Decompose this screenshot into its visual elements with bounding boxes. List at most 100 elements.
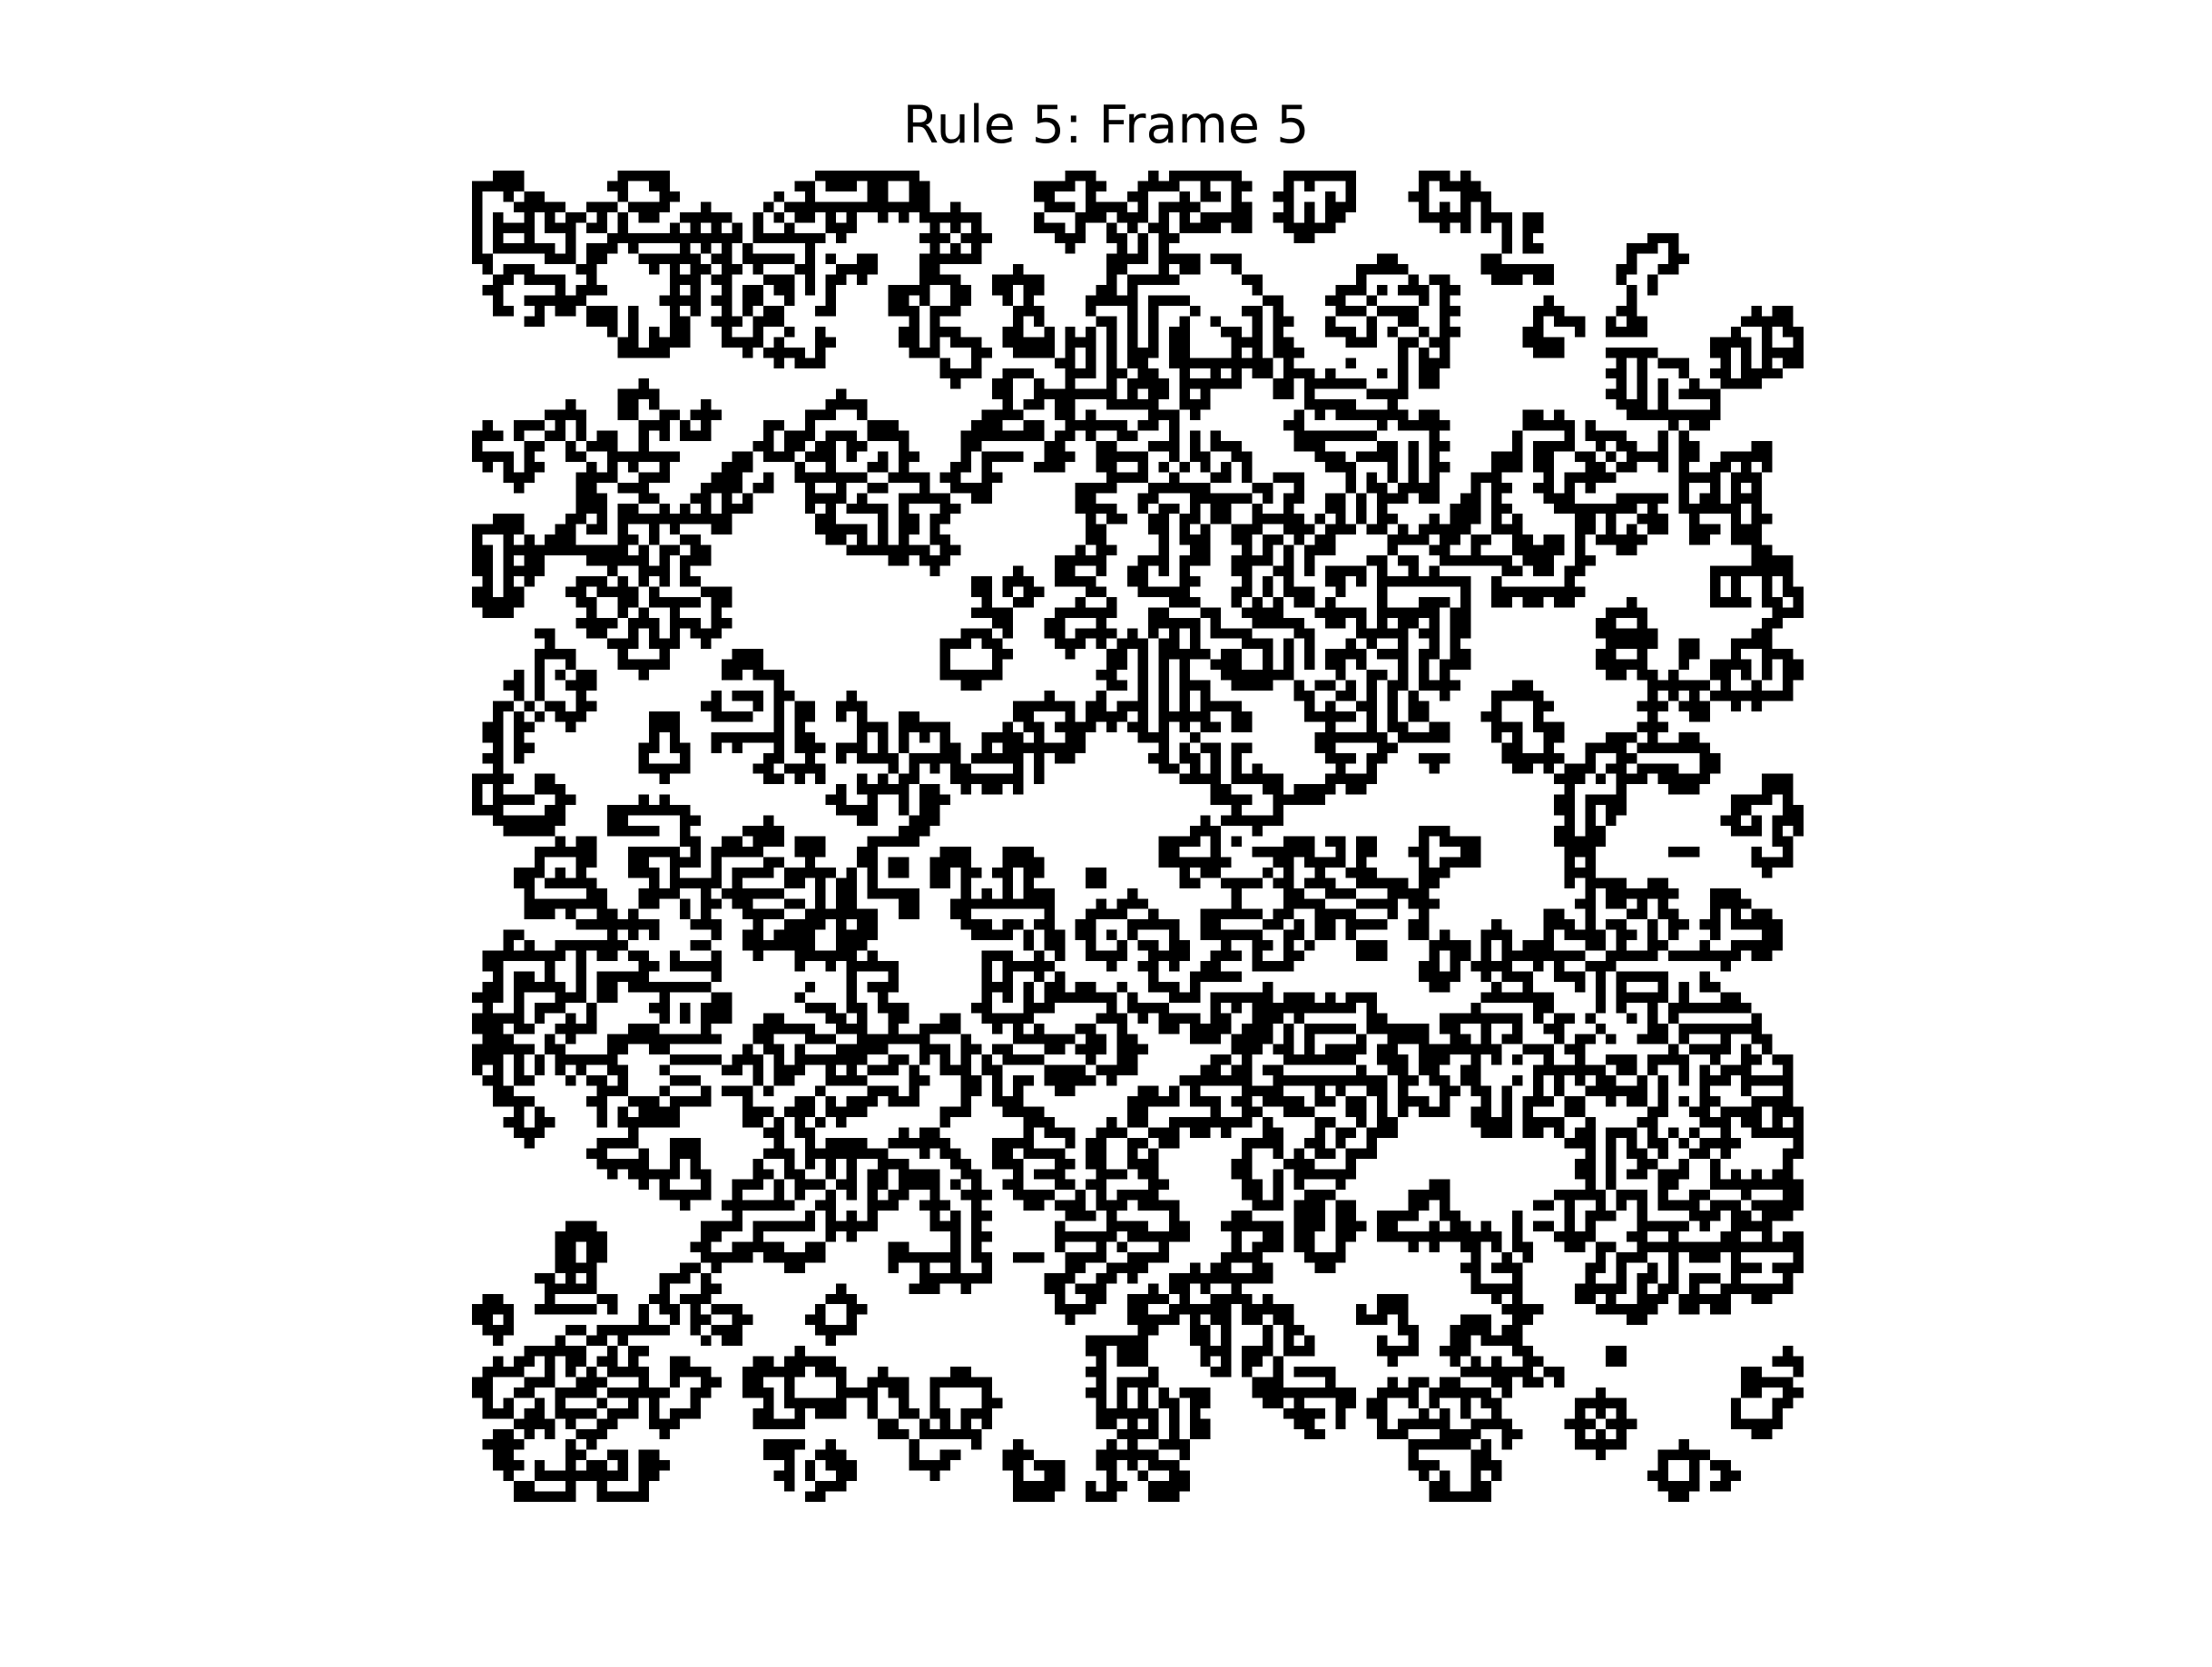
live-cell-run [804, 191, 816, 202]
live-cell-run [1439, 1428, 1481, 1440]
live-cell-run [1147, 617, 1201, 629]
live-cell-run [1044, 1470, 1066, 1482]
live-cell-run [815, 171, 919, 181]
live-cell-run [1595, 773, 1607, 785]
live-cell-run [1522, 409, 1544, 421]
live-cell-run [513, 1127, 546, 1138]
live-cell-run [1522, 1044, 1554, 1055]
live-cell-run [1709, 586, 1721, 597]
live-cell-run [888, 1023, 899, 1035]
live-cell-run [1303, 399, 1357, 410]
live-cell-run [1699, 940, 1710, 951]
live-cell-run [836, 898, 858, 909]
live-cell-run [1450, 514, 1481, 525]
live-cell-run [1366, 316, 1378, 327]
live-cell-run [1242, 1106, 1263, 1117]
live-cell-run [1480, 1034, 1492, 1044]
live-cell-run [1137, 1200, 1180, 1211]
live-cell-run [752, 1169, 774, 1180]
live-cell-run [606, 565, 618, 576]
live-cell-run [1470, 1283, 1523, 1294]
live-cell-run [1127, 358, 1148, 368]
live-cell-run [1543, 472, 1554, 483]
live-cell-run [1772, 1407, 1784, 1419]
live-cell-run [482, 981, 504, 993]
live-cell-run [1418, 670, 1430, 681]
live-cell-run [1106, 514, 1128, 525]
live-cell-run [659, 544, 681, 556]
live-cell-run [690, 264, 712, 275]
live-cell-run [1501, 1096, 1513, 1107]
live-cell-run [1324, 773, 1378, 785]
live-cell-run [1044, 1272, 1076, 1284]
live-cell-run [711, 274, 732, 286]
live-cell-run [1096, 451, 1148, 462]
live-cell-run [606, 1367, 649, 1378]
live-cell-run [1314, 534, 1336, 545]
live-cell-run [1553, 961, 1565, 972]
live-cell-run [1054, 752, 1076, 764]
live-cell-run [638, 742, 660, 753]
live-cell-run [555, 794, 576, 806]
live-cell-run [773, 1470, 795, 1482]
live-cell-run [1106, 659, 1128, 671]
live-cell-run [773, 1064, 805, 1076]
live-cell-run [1439, 1346, 1471, 1357]
live-cell-run [534, 846, 597, 858]
live-cell-run [1751, 1169, 1763, 1180]
live-cell-run [1574, 555, 1596, 566]
live-cell-run [1657, 1449, 1710, 1461]
live-cell-run [711, 857, 723, 868]
live-cell-run [1127, 1116, 1148, 1128]
live-cell-run [1012, 1023, 1024, 1035]
live-cell-run [1501, 565, 1523, 576]
live-cell-run [1283, 358, 1294, 368]
live-cell-run [1086, 701, 1107, 711]
live-cell-run [825, 211, 837, 223]
live-cell-run [752, 1418, 805, 1429]
live-cell-run [1324, 721, 1336, 732]
live-cell-run [524, 1377, 555, 1388]
live-cell-run [1762, 586, 1773, 597]
live-cell-run [1366, 555, 1388, 566]
live-cell-run [804, 1002, 837, 1014]
live-cell-run [815, 524, 868, 535]
live-cell-run [1314, 1085, 1325, 1097]
live-cell-run [1200, 742, 1222, 753]
live-cell-run [1377, 649, 1409, 660]
live-cell-run [981, 451, 1024, 462]
live-cell-run [524, 316, 546, 327]
live-cell-run [1293, 1148, 1304, 1159]
live-cell-run [1324, 836, 1346, 847]
live-cell-run [783, 1397, 847, 1408]
live-cell-run [1356, 575, 1367, 587]
live-cell-run [1709, 1304, 1731, 1315]
live-cell-run [1595, 1304, 1658, 1315]
live-cell-run [555, 1064, 566, 1076]
live-cell-run [1574, 898, 1596, 909]
live-cell-run [575, 701, 597, 711]
live-cell-run [1200, 919, 1222, 930]
live-cell-run [565, 680, 597, 691]
live-cell-run [534, 857, 546, 868]
live-cell-run [773, 358, 784, 368]
live-cell-run [1564, 430, 1575, 441]
live-cell-run [1303, 857, 1346, 868]
live-cell-run [659, 409, 681, 421]
live-cell-run [804, 482, 816, 494]
live-cell-run [1387, 887, 1430, 899]
live-cell-run [1189, 1335, 1211, 1347]
live-cell-run [1065, 368, 1096, 379]
live-cell-run [617, 388, 660, 400]
live-cell-run [524, 908, 555, 920]
live-cell-run [1398, 1325, 1419, 1336]
live-cell-run [1657, 399, 1669, 410]
live-cell-run [960, 1283, 972, 1294]
live-cell-run [1252, 1377, 1283, 1388]
live-cell-run [680, 836, 702, 847]
live-cell-run [888, 1013, 909, 1024]
live-cell-run [1356, 1034, 1367, 1044]
live-cell-run [1668, 691, 1679, 701]
live-cell-run [1106, 1481, 1128, 1492]
live-cell-run [1439, 181, 1481, 191]
